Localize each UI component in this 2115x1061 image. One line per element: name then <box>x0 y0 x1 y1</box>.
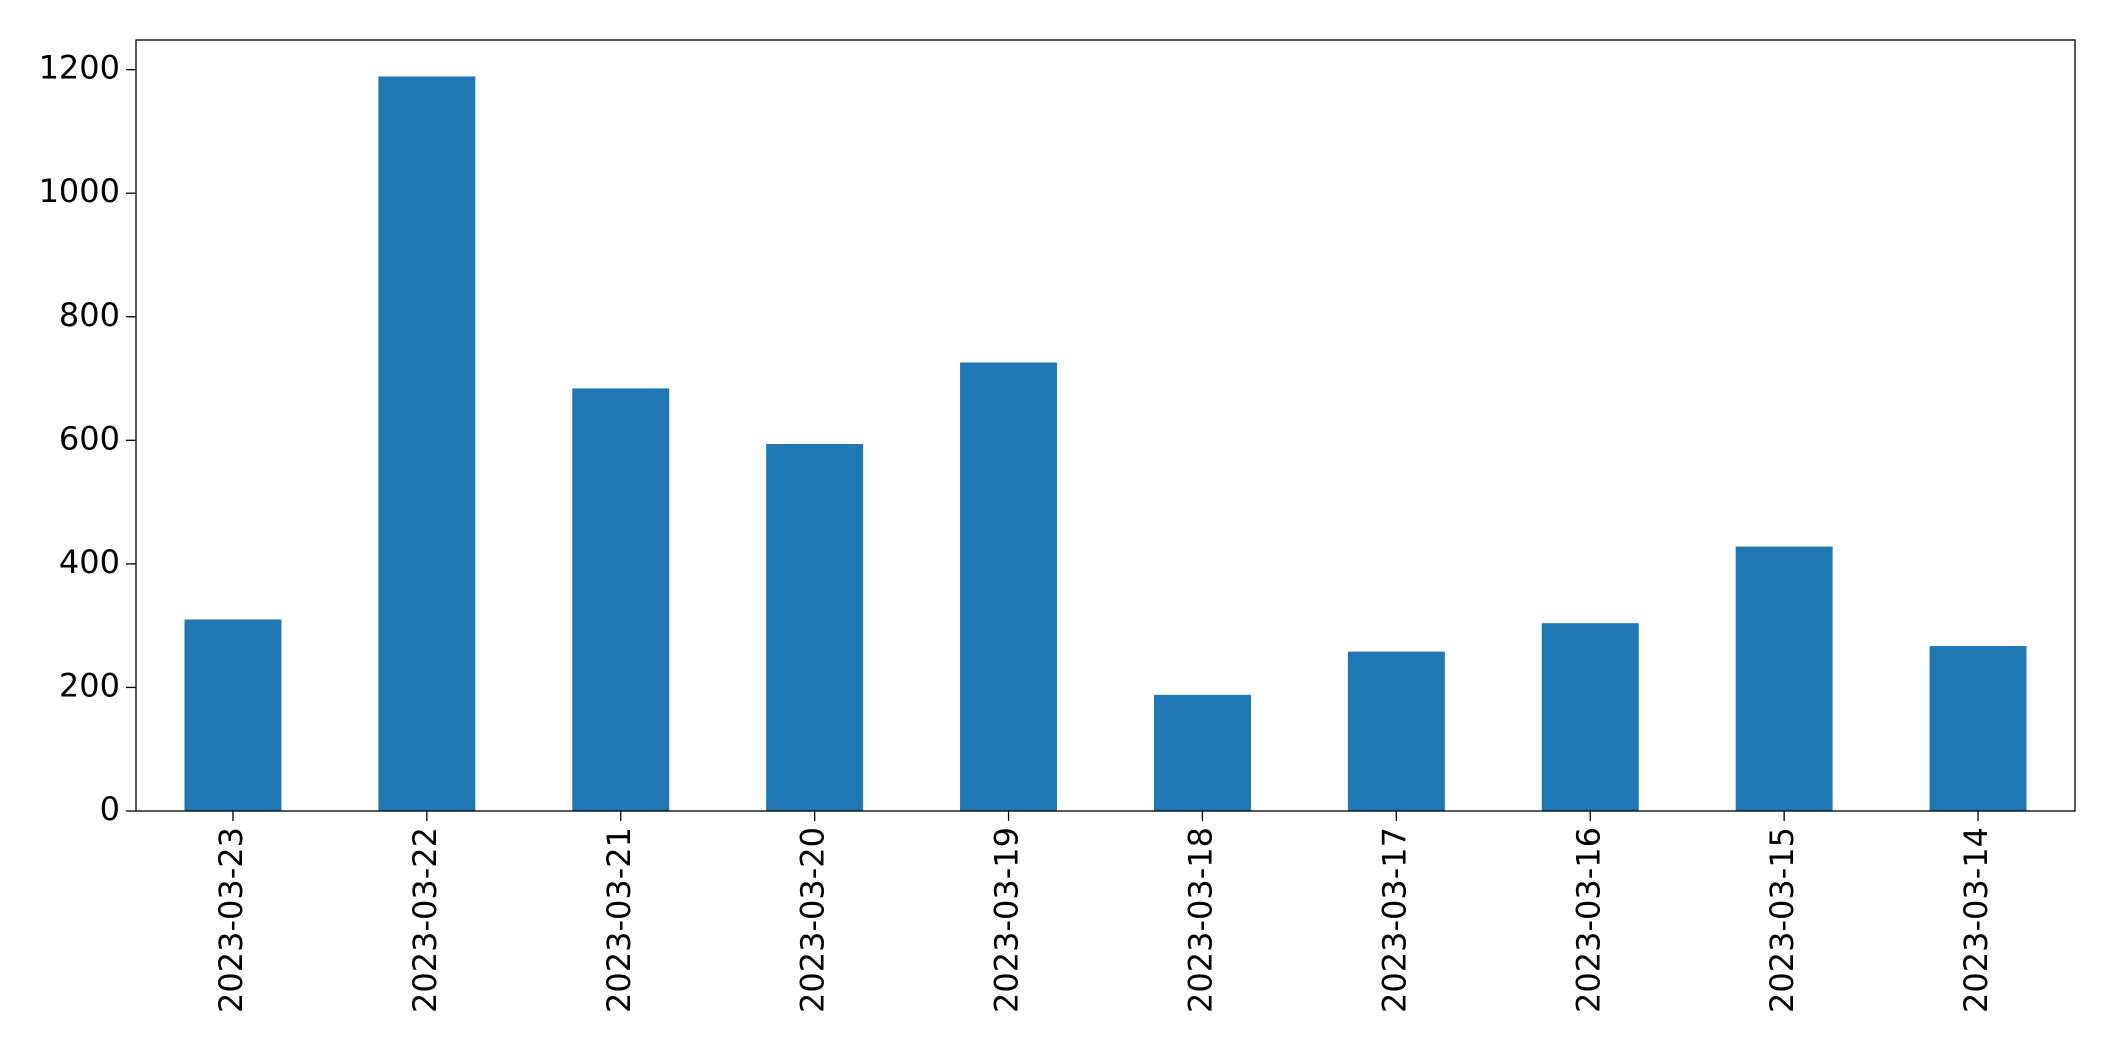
x-tick-label: 2023-03-21 <box>600 827 638 1013</box>
x-tick-label: 2023-03-18 <box>1181 827 1219 1013</box>
bar <box>572 388 670 811</box>
y-tick-label: 400 <box>59 543 120 581</box>
bar <box>1153 694 1251 811</box>
bar <box>960 362 1058 811</box>
x-tick-label: 2023-03-14 <box>1957 827 1995 1013</box>
plot-frame <box>135 39 2076 812</box>
y-tick-label: 800 <box>59 296 120 334</box>
bar <box>1735 546 1833 811</box>
x-tick-label: 2023-03-15 <box>1763 827 1801 1013</box>
bar <box>1929 646 2027 811</box>
x-tick-label: 2023-03-23 <box>212 827 250 1013</box>
bar <box>378 76 476 811</box>
bar <box>1541 623 1639 811</box>
y-tick-label: 1000 <box>39 172 120 210</box>
bar <box>1347 651 1445 811</box>
x-tick-label: 2023-03-22 <box>406 827 444 1013</box>
bar <box>184 619 282 811</box>
y-tick-label: 200 <box>59 666 120 704</box>
x-tick-label: 2023-03-16 <box>1569 827 1607 1013</box>
y-tick-label: 1200 <box>39 49 120 87</box>
x-tick-label: 2023-03-19 <box>988 827 1026 1013</box>
x-tick-label: 2023-03-17 <box>1375 827 1413 1013</box>
y-tick-label: 600 <box>59 419 120 457</box>
x-tick-label: 2023-03-20 <box>794 827 832 1013</box>
y-tick-label: 0 <box>100 790 120 828</box>
bar <box>766 444 864 811</box>
